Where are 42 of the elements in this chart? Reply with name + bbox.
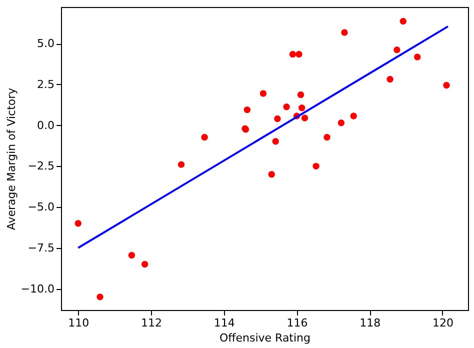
point	[338, 120, 345, 126]
y-tick-label: 0.0	[37, 118, 54, 132]
point	[96, 294, 104, 300]
point	[297, 91, 304, 98]
point	[312, 162, 320, 170]
y-tick-label: −5.0	[28, 200, 54, 214]
point	[201, 134, 208, 141]
point	[341, 29, 348, 36]
y-tick-label: −10.0	[20, 282, 54, 296]
x-tick-label: 116	[286, 316, 308, 330]
point	[274, 115, 281, 122]
point	[128, 252, 136, 259]
point	[141, 260, 148, 268]
point	[414, 54, 421, 60]
point	[298, 104, 306, 112]
point	[386, 76, 394, 83]
x-tick-label: 118	[360, 316, 381, 330]
x-axis-title: Offensive Rating	[219, 332, 311, 344]
point	[74, 220, 82, 227]
point	[400, 18, 406, 25]
x-tick-label: 110	[68, 316, 90, 330]
y-tick-label: −7.5	[28, 241, 54, 254]
point	[260, 90, 267, 97]
point	[268, 171, 275, 178]
point	[301, 114, 308, 122]
x-tick-label: 112	[141, 316, 162, 330]
point	[296, 50, 302, 58]
y-tick-label: −2.5	[28, 160, 54, 173]
point	[178, 161, 185, 168]
point	[443, 82, 450, 89]
x-tick-label: 120	[432, 316, 454, 330]
y-axis-title: Average Margin of Victory	[4, 87, 18, 230]
point	[350, 112, 357, 120]
point	[289, 50, 296, 58]
y-tick-label: 5.0	[37, 37, 54, 50]
point	[272, 138, 279, 145]
point	[324, 134, 330, 141]
point	[283, 104, 290, 110]
y-tick-label: 2.5	[37, 78, 54, 91]
point	[244, 106, 251, 114]
x-tick-label: 114	[214, 316, 235, 330]
point	[394, 46, 400, 54]
